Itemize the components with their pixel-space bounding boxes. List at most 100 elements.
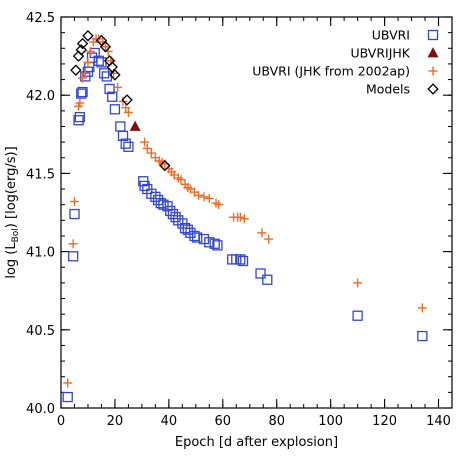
data-point-ubvri	[212, 240, 223, 251]
data-point-ubvri	[104, 83, 115, 95]
data-point-models	[109, 69, 121, 81]
data-point-ubvri-jhk-from-2002ap	[68, 239, 78, 249]
data-point-ubvri-jhk-from-2002ap	[239, 214, 249, 224]
data-point-ubvri-jhk-from-2002ap	[100, 42, 110, 52]
x-tick-label: 140	[426, 414, 451, 429]
series-ubvrijhk	[129, 120, 141, 131]
y-axis-title-subscript: Bol	[11, 228, 21, 242]
data-point-ubvri	[93, 55, 104, 66]
data-point-models	[99, 40, 112, 53]
data-point-ubvri-jhk-from-2002ap	[69, 197, 79, 207]
x-axis-title: Epoch [d after explosion]	[175, 435, 338, 450]
legend-label-models: Models	[366, 82, 410, 97]
y-axis-title-suffix: ) [log(erg/s)]	[4, 146, 19, 228]
series-ubvri	[62, 47, 428, 403]
axes: 0 20 40 60 80 100 120 140 40.0 40.5 41.0 41.5 42.0 42…	[26, 11, 453, 429]
data-point-ubvri	[76, 88, 87, 99]
data-point-models	[70, 64, 82, 76]
data-point-ubvri	[235, 254, 246, 265]
data-point-ubvri	[255, 268, 266, 279]
data-point-ubvri	[155, 197, 166, 209]
data-point-ubvri-jhk-from-2002ap	[257, 228, 267, 238]
data-point-ubvri-jhk-from-2002ap	[121, 103, 131, 113]
data-point-models	[76, 37, 89, 50]
data-point-ubvri	[62, 391, 73, 403]
data-point-ubvri	[69, 208, 80, 220]
data-point-ubvri	[165, 205, 176, 217]
y-axis-title-prefix: log (L	[4, 242, 19, 279]
data-point-models	[82, 30, 94, 42]
data-point-ubvri	[67, 251, 79, 262]
data-point-ubvri-jhk-from-2002ap	[199, 192, 209, 202]
x-tick-label: 80	[268, 414, 285, 429]
data-point-ubvri	[77, 86, 88, 98]
data-point-models	[121, 94, 133, 106]
data-point-ubvri	[352, 310, 363, 321]
data-point-ubvri-jhk-from-2002ap	[83, 57, 93, 67]
data-point-ubvri-jhk-from-2002ap	[86, 46, 96, 56]
data-point-ubvri-jhk-from-2002ap	[235, 212, 245, 222]
data-point-ubvri-jhk-from-2002ap	[142, 143, 152, 153]
legend: UBVRI UBVRIJHK UBVRI (JHK from 2002ap) Mode…	[252, 28, 439, 97]
data-point-ubvri	[204, 237, 215, 248]
data-point-ubvri	[120, 138, 131, 149]
data-point-ubvri-jhk-from-2002ap	[204, 193, 214, 203]
plot-area	[62, 30, 428, 403]
data-point-ubvri	[417, 330, 428, 342]
data-point-ubvri-jhk-from-2002ap	[78, 73, 88, 83]
data-point-ubvri	[107, 91, 118, 102]
series-ubvri-jhk-from-2002ap	[63, 34, 427, 388]
legend-marker-ubvri-jhk-from-2002ap	[428, 66, 438, 76]
data-point-ubvri	[139, 180, 150, 192]
data-point-ubvri	[150, 191, 161, 203]
data-point-ubvri	[262, 274, 273, 285]
series-models	[70, 30, 171, 172]
x-tick-label: 20	[107, 414, 124, 429]
data-point-ubvrijhk	[129, 120, 141, 131]
data-point-ubvri-jhk-from-2002ap	[140, 137, 150, 147]
data-point-ubvri	[192, 232, 203, 243]
legend-marker-ubvri	[427, 29, 439, 41]
data-point-ubvri	[109, 104, 121, 115]
data-point-ubvri-jhk-from-2002ap	[264, 234, 274, 244]
data-point-ubvri-jhk-from-2002ap	[214, 200, 224, 210]
data-point-ubvri	[73, 115, 84, 126]
y-tick-label: 40.5	[26, 324, 55, 339]
data-point-ubvri-jhk-from-2002ap	[417, 303, 427, 313]
data-point-ubvri	[182, 224, 193, 235]
data-point-ubvri-jhk-from-2002ap	[353, 278, 363, 288]
x-tick-label: 100	[318, 414, 343, 429]
x-tick-label: 40	[161, 414, 178, 429]
data-point-ubvri-jhk-from-2002ap	[194, 190, 204, 200]
data-point-models	[75, 44, 87, 56]
legend-label-ubvri-jhk-from-2002ap: UBVRI (JHK from 2002ap)	[252, 64, 410, 79]
data-point-ubvri	[237, 255, 249, 267]
y-axis-title: log (LBol) [log(erg/s)]	[4, 146, 21, 278]
data-point-ubvri	[123, 141, 134, 152]
data-point-ubvri	[98, 68, 110, 79]
y-tick-label: 41.5	[26, 167, 55, 182]
y-tick-label: 40.0	[26, 402, 55, 417]
data-point-ubvri	[117, 130, 129, 142]
x-tick-label: 60	[215, 414, 232, 429]
y-tick-label: 42.5	[26, 11, 55, 26]
data-point-ubvri-jhk-from-2002ap	[176, 175, 186, 185]
data-point-ubvri-jhk-from-2002ap	[63, 378, 73, 388]
data-point-ubvri-jhk-from-2002ap	[75, 98, 85, 108]
legend-marker-models	[427, 83, 439, 95]
data-point-ubvri	[74, 111, 86, 123]
data-point-ubvri-jhk-from-2002ap	[146, 148, 156, 158]
y-tick-label: 42.0	[26, 89, 55, 104]
x-tick-label: 120	[372, 414, 397, 429]
plot-frame	[60, 16, 453, 409]
data-point-ubvri-jhk-from-2002ap	[123, 107, 133, 117]
legend-marker-ubvrijhk	[427, 47, 439, 58]
data-point-ubvri	[198, 233, 210, 245]
data-point-ubvri	[170, 212, 181, 223]
data-point-ubvri	[209, 238, 220, 249]
legend-label-ubvrijhk: UBVRIJHK	[350, 46, 410, 61]
data-point-ubvri	[115, 121, 126, 132]
data-point-ubvri	[167, 208, 179, 220]
x-tick-label: 0	[57, 414, 65, 429]
